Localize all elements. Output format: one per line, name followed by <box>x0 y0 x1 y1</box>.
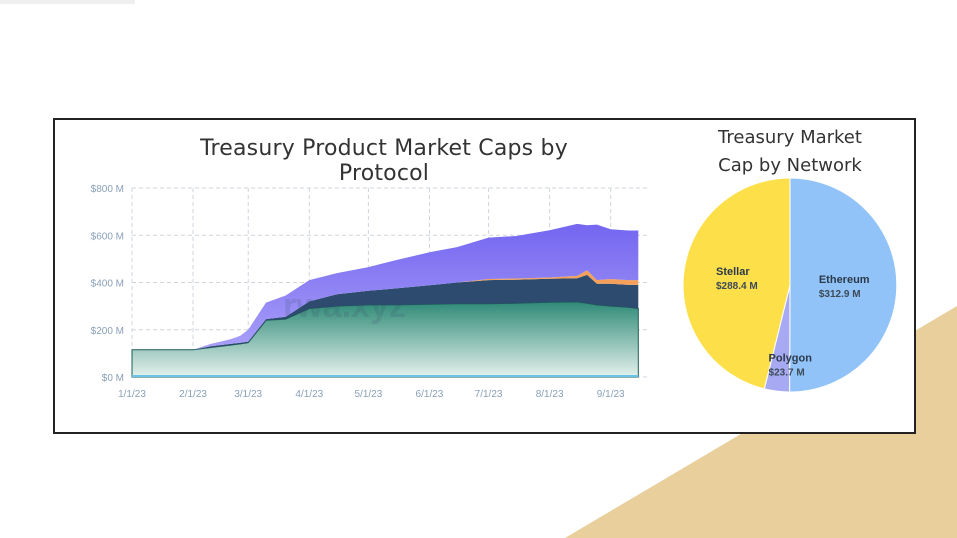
pie-value-stellar: $288.4 M <box>716 281 758 292</box>
pie-slice-stellar <box>682 177 791 390</box>
x-tick-label: 9/1/23 <box>597 389 625 400</box>
x-tick-label: 7/1/23 <box>475 389 503 400</box>
x-tick-label: 2/1/23 <box>179 389 207 400</box>
y-tick-label: $600 M <box>91 231 124 242</box>
decorative-bar <box>0 0 135 4</box>
pie-value-polygon: $23.7 M <box>769 367 805 378</box>
x-tick-label: 6/1/23 <box>416 389 444 400</box>
y-tick-label: $200 M <box>91 326 124 337</box>
pie-chart: Ethereum $312.9 M Polygon $23.7 M Stellar $28… <box>682 177 898 393</box>
area-series-2 <box>132 274 639 350</box>
x-tick-label: 8/1/23 <box>536 389 564 400</box>
pie-chart-title: Treasury Market Cap by Network <box>700 124 880 180</box>
pie-label-ethereum: Ethereum <box>819 274 870 286</box>
pie-label-stellar: Stellar <box>716 266 750 278</box>
y-tick-label: $800 M <box>91 184 124 195</box>
x-tick-label: 4/1/23 <box>295 389 323 400</box>
pie-slice-ethereum <box>789 177 898 393</box>
area-chart: $0 M $200 M $400 M $600 M $800 M 1/1/23 2/1/23… <box>91 184 649 400</box>
pie-value-ethereum: $312.9 M <box>819 289 861 300</box>
area-chart-title: Treasury Product Market Caps by Protocol <box>200 136 568 186</box>
y-tick-label: $400 M <box>91 279 124 290</box>
figure-frame: Treasury Product Market Caps by Protocol… <box>53 118 916 434</box>
area-series-4 <box>132 223 639 350</box>
pie-chart-title-text: Treasury Market Cap by Network <box>718 127 862 176</box>
pie-label-polygon: Polygon <box>769 352 813 364</box>
x-tick-label: 1/1/23 <box>118 389 146 400</box>
y-tick-label: $0 M <box>102 373 124 384</box>
watermark-text: rwa.xyz <box>283 287 406 325</box>
x-tick-label: 5/1/23 <box>354 389 382 400</box>
x-tick-label: 3/1/23 <box>234 389 262 400</box>
